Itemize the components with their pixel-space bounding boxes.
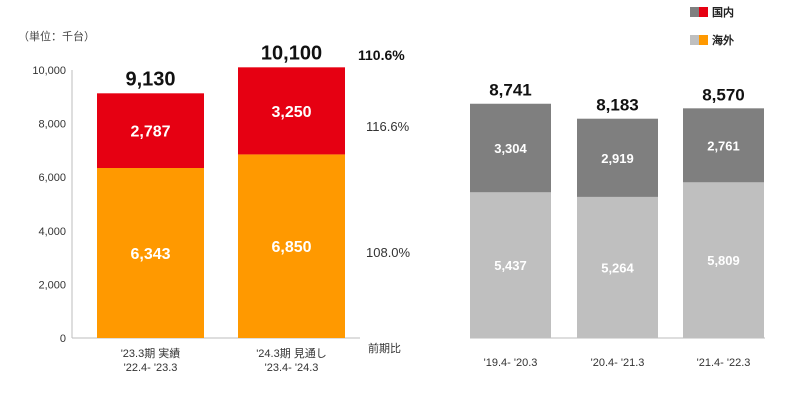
x-category-label: '23.3期 実績 <box>121 346 181 360</box>
bar-segment <box>577 118 658 197</box>
bar-value-label: 3,250 <box>271 104 311 121</box>
legend-swatch-overseas-orange <box>699 35 708 45</box>
y-tick-label: 6,000 <box>38 172 66 184</box>
y-tick-label: 2,000 <box>38 279 66 291</box>
legend-label-domestic: 国内 <box>712 7 734 19</box>
bar-segment <box>470 192 551 338</box>
legend-swatch-overseas-grey <box>690 35 699 45</box>
y-tick-label: 4,000 <box>38 226 66 238</box>
x-category-sublabel: '23.4- '24.3 <box>265 362 319 374</box>
legend-item-domestic: 国内 <box>690 4 734 20</box>
x-category-label: '24.3期 見通し <box>256 347 327 360</box>
y-tick-label: 0 <box>60 333 66 345</box>
bar-value-label: 2,787 <box>130 124 170 141</box>
ratio-header: 前期比 <box>368 343 401 355</box>
ratio-domestic: 116.6% <box>366 119 410 134</box>
bar-value-label: 6,850 <box>271 239 311 256</box>
bar-segment <box>577 196 658 338</box>
bar-total-label: 10,100 <box>261 42 322 64</box>
bar-segment <box>683 182 764 338</box>
bar-segment <box>97 93 204 169</box>
bar-value-label: 2,761 <box>707 138 740 153</box>
bar-value-label: 6,343 <box>130 246 170 263</box>
bar-value-label: 2,919 <box>601 151 634 166</box>
bar-value-label: 5,264 <box>601 260 634 275</box>
bar-total-label: 9,130 <box>125 68 175 90</box>
bar-value-label: 5,437 <box>494 258 527 273</box>
bar-value-label: 5,809 <box>707 253 740 268</box>
bar-value-label: 3,304 <box>494 141 527 156</box>
x-category-label: '20.4- '21.3 <box>591 357 645 369</box>
bar-segment <box>470 103 551 193</box>
ratio-total: 110.6% <box>358 47 405 63</box>
x-category-label: '19.4- '20.3 <box>484 357 538 369</box>
unit-label: （単位：千台） <box>18 31 95 43</box>
legend-label-overseas: 海外 <box>712 35 734 47</box>
bar-segment <box>97 168 204 338</box>
x-category-label: '21.4- '22.3 <box>697 357 751 369</box>
legend-swatch-domestic-grey <box>690 7 699 17</box>
bar-segment <box>683 108 764 183</box>
bar-total-label: 8,570 <box>702 85 745 104</box>
bar-segment <box>238 154 345 338</box>
bar-segment <box>238 67 345 155</box>
legend-item-overseas: 海外 <box>690 32 734 48</box>
bar-total-label: 8,741 <box>489 81 532 100</box>
bar-total-label: 8,183 <box>596 96 639 115</box>
ratio-overseas: 108.0% <box>366 245 411 260</box>
x-category-sublabel: '22.4- '23.3 <box>124 362 178 374</box>
y-tick-label: 8,000 <box>38 119 66 131</box>
legend: 国内 海外 <box>690 4 734 60</box>
y-tick-label: 10,000 <box>32 65 66 77</box>
legend-swatch-domestic-red <box>699 7 708 17</box>
